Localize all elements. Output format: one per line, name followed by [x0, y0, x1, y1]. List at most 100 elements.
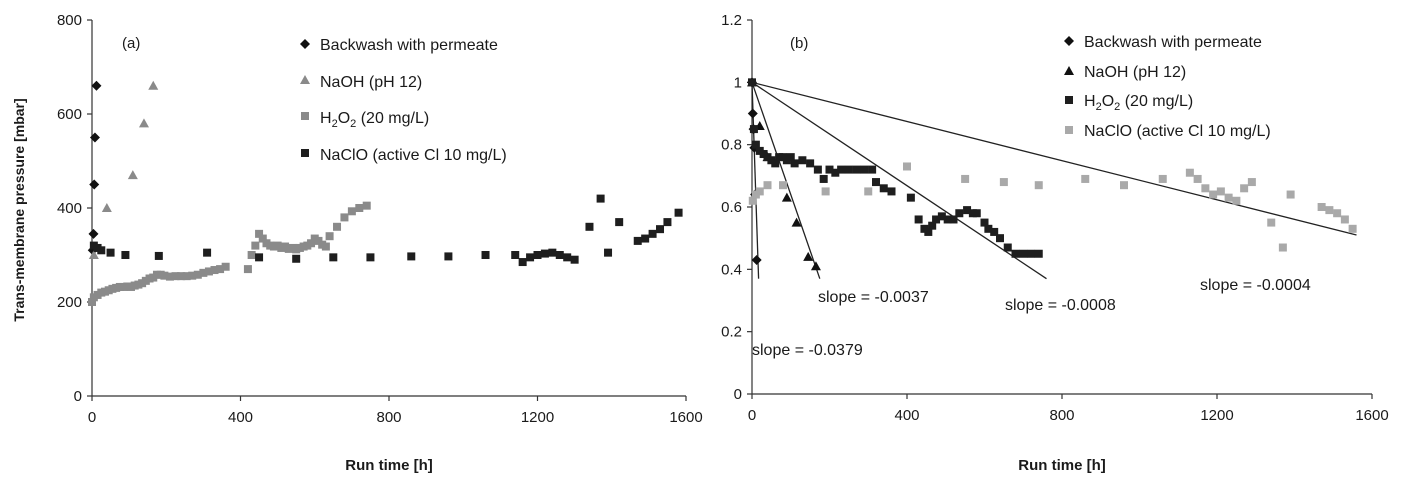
data-point-naclo: [511, 251, 520, 259]
data-point-naclo: [97, 246, 106, 255]
panel-b-xlabel: Run time [h]: [1018, 457, 1106, 474]
data-point-naclo: [533, 251, 542, 259]
data-point-h2o2: [906, 193, 915, 202]
data-point-naclo: [615, 218, 624, 227]
data-point-naclo: [329, 253, 338, 262]
data-point-h2o2: [221, 262, 230, 271]
data-point-naoh: [101, 203, 112, 212]
data-point-naclo: [748, 196, 757, 205]
legend-marker-naclo: [1065, 126, 1073, 134]
slope-label-naoh: slope = -0.0037: [818, 289, 929, 306]
data-point-h2o2: [937, 212, 946, 221]
legend-marker-naclo: [301, 149, 309, 157]
data-point-backwash: [89, 132, 100, 143]
data-point-h2o2: [879, 184, 888, 193]
data-point-naclo: [481, 251, 490, 259]
data-point-h2o2: [844, 165, 853, 174]
y-tick-label: 800: [57, 12, 82, 29]
data-point-h2o2: [852, 165, 861, 174]
data-point-naoh: [88, 250, 99, 259]
data-point-naclo: [1333, 209, 1342, 218]
data-point-backwash: [747, 108, 758, 119]
data-point-naclo: [1034, 181, 1043, 190]
data-point-h2o2: [825, 165, 834, 174]
data-point-naclo: [1209, 190, 1218, 199]
legend-a-h2o2: H2O2 (20 mg/L): [320, 110, 429, 130]
legend-marker-h2o2: [301, 112, 309, 120]
data-point-naclo: [1185, 168, 1194, 177]
legend-a-naclo: NaClO (active Cl 10 mg/L): [320, 147, 507, 164]
data-point-h2o2: [798, 156, 807, 165]
data-point-h2o2: [963, 206, 972, 215]
data-point-h2o2: [771, 159, 780, 168]
data-point-naclo: [999, 178, 1008, 187]
panel-a-label: (a): [122, 35, 140, 52]
data-point-h2o2: [924, 227, 933, 236]
x-tick-label: 1200: [1200, 407, 1233, 424]
data-point-naclo: [292, 254, 301, 263]
data-point-naclo: [255, 253, 264, 262]
data-point-naclo: [596, 194, 605, 203]
trendline-3: [751, 81, 1357, 236]
data-point-naclo: [1240, 184, 1249, 193]
panel-b: 0 400 800 1200 1600 0 0.2 0.4 0.6 0.8 1 1.2 (b) Run…: [721, 12, 1389, 474]
data-point-h2o2: [160, 271, 169, 280]
y-tick-label: 0.8: [721, 137, 742, 154]
data-point-h2o2: [307, 239, 316, 248]
slope-label-naclo: slope = -0.0004: [1200, 277, 1311, 294]
data-point-h2o2: [247, 251, 256, 259]
data-point-h2o2: [1027, 249, 1035, 258]
x-tick-label: 0: [748, 407, 756, 424]
data-point-naclo: [1193, 174, 1202, 183]
data-point-h2o2: [943, 215, 952, 224]
data-point-h2o2: [990, 227, 999, 236]
data-point-h2o2: [258, 234, 267, 243]
data-point-h2o2: [786, 153, 795, 162]
data-point-backwash: [91, 80, 102, 91]
data-point-h2o2: [255, 229, 264, 238]
data-point-naclo: [570, 255, 579, 264]
data-point-backwash: [751, 254, 762, 265]
data-point-naclo: [366, 253, 375, 262]
data-point-naclo: [154, 251, 163, 260]
trendline-2: [751, 81, 1047, 280]
data-point-naclo: [604, 248, 613, 257]
data-point-naclo: [1348, 224, 1357, 233]
data-point-naclo: [961, 174, 970, 183]
data-point-naclo: [1286, 190, 1295, 199]
y-tick-label: 0: [74, 388, 82, 405]
data-point-naoh: [791, 217, 802, 227]
data-point-backwash: [88, 228, 99, 239]
data-point-naclo: [1081, 174, 1090, 183]
data-point-h2o2: [171, 272, 180, 281]
legend-marker-backwash: [1064, 36, 1074, 46]
data-point-naclo: [1224, 193, 1233, 202]
data-point-h2o2: [243, 265, 252, 274]
legend-b-naoh: NaOH (pH 12): [1084, 64, 1186, 81]
legend-b-h2o2: H2O2 (20 mg/L): [1084, 93, 1193, 113]
data-point-h2o2: [749, 125, 758, 134]
data-point-h2o2: [193, 270, 202, 279]
panel-a-legend: Backwash with permeate NaOH (pH 12) H2O2…: [300, 37, 507, 164]
data-point-h2o2: [887, 187, 896, 196]
data-point-backwash: [89, 179, 100, 190]
data-point-h2o2: [955, 209, 964, 218]
data-point-h2o2: [321, 242, 330, 251]
data-point-h2o2: [188, 271, 197, 280]
data-point-naclo: [648, 229, 657, 238]
y-tick-label: 0.6: [721, 199, 742, 216]
data-point-h2o2: [831, 168, 840, 177]
data-point-h2o2: [872, 178, 880, 187]
data-point-h2o2: [819, 174, 828, 183]
data-point-naoh: [127, 170, 138, 180]
data-point-naclo: [656, 225, 665, 234]
panel-b-label: (b): [790, 35, 808, 52]
data-point-h2o2: [860, 165, 869, 174]
data-point-naclo: [555, 251, 564, 259]
legend-marker-naoh: [300, 75, 310, 84]
data-point-naclo: [663, 218, 672, 227]
data-point-naclo: [1267, 218, 1276, 227]
data-point-naclo: [540, 249, 549, 258]
legend-marker-h2o2: [1065, 96, 1073, 104]
